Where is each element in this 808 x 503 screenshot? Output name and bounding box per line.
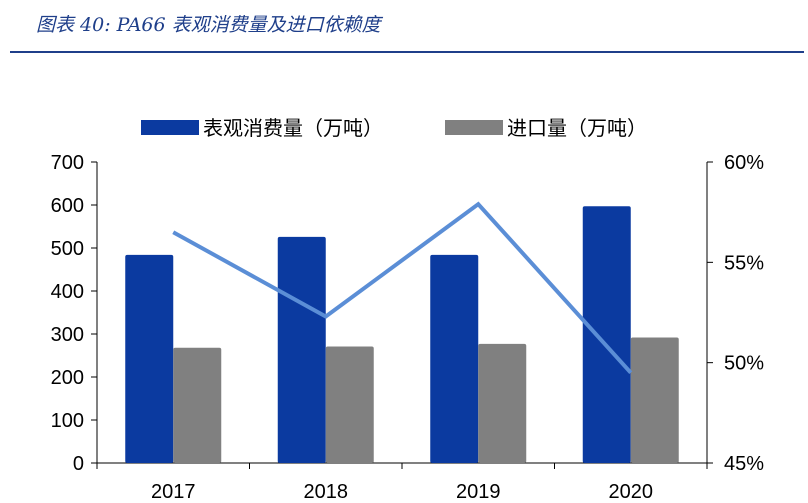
legend-label-import: 进口量（万吨）	[507, 116, 647, 140]
y-right-tick-label: 60%	[724, 152, 764, 174]
x-tick-label-2019: 2019	[456, 481, 501, 503]
y-left-tick-label: 500	[51, 238, 84, 260]
ratio-line	[172, 201, 633, 375]
bar-import-2020	[630, 337, 679, 463]
legend-swatch-consumption	[141, 120, 199, 135]
ratio-line-layer	[172, 201, 633, 375]
legend-label-consumption: 表观消费量（万吨）	[203, 116, 383, 140]
y-left-tick-label: 600	[51, 195, 84, 217]
x-tick-labels: 2017 2018 2019 2020	[151, 481, 653, 503]
y-left-tick-label: 300	[51, 324, 84, 346]
y-left-tick-label: 700	[51, 152, 84, 174]
y-left-tick-label: 400	[51, 281, 84, 303]
y-right-tick-label: 55%	[724, 252, 764, 274]
bar-import-2019	[478, 343, 527, 463]
bar-consumption-2020	[582, 206, 631, 464]
figure-title: 图表 40: PA66 表观消费量及进口依赖度	[36, 14, 381, 36]
bar-consumption-2019	[430, 254, 479, 463]
bar-import-2017	[173, 347, 222, 463]
y-left-tick-label: 100	[51, 410, 84, 432]
legend: 表观消费量（万吨） 进口量（万吨）	[141, 116, 647, 140]
y-right-tick-label: 50%	[724, 353, 764, 375]
axes: 0 100 200 300 400 500 600 700 45% 50% 55% 60%	[51, 152, 765, 475]
y-left-tick-label: 200	[51, 367, 84, 389]
x-tick-label-2017: 2017	[151, 481, 196, 503]
legend-swatch-import	[445, 120, 503, 135]
y-left-tick-label: 0	[73, 453, 84, 475]
bars	[125, 206, 679, 464]
bar-import-2018	[325, 346, 374, 463]
bar-consumption-2018	[277, 236, 326, 463]
bar-consumption-2017	[125, 254, 174, 463]
y-right-tick-label: 45%	[724, 453, 764, 475]
x-tick-label-2018: 2018	[304, 481, 349, 503]
title-rule	[10, 51, 804, 53]
x-tick-label-2020: 2020	[609, 481, 654, 503]
